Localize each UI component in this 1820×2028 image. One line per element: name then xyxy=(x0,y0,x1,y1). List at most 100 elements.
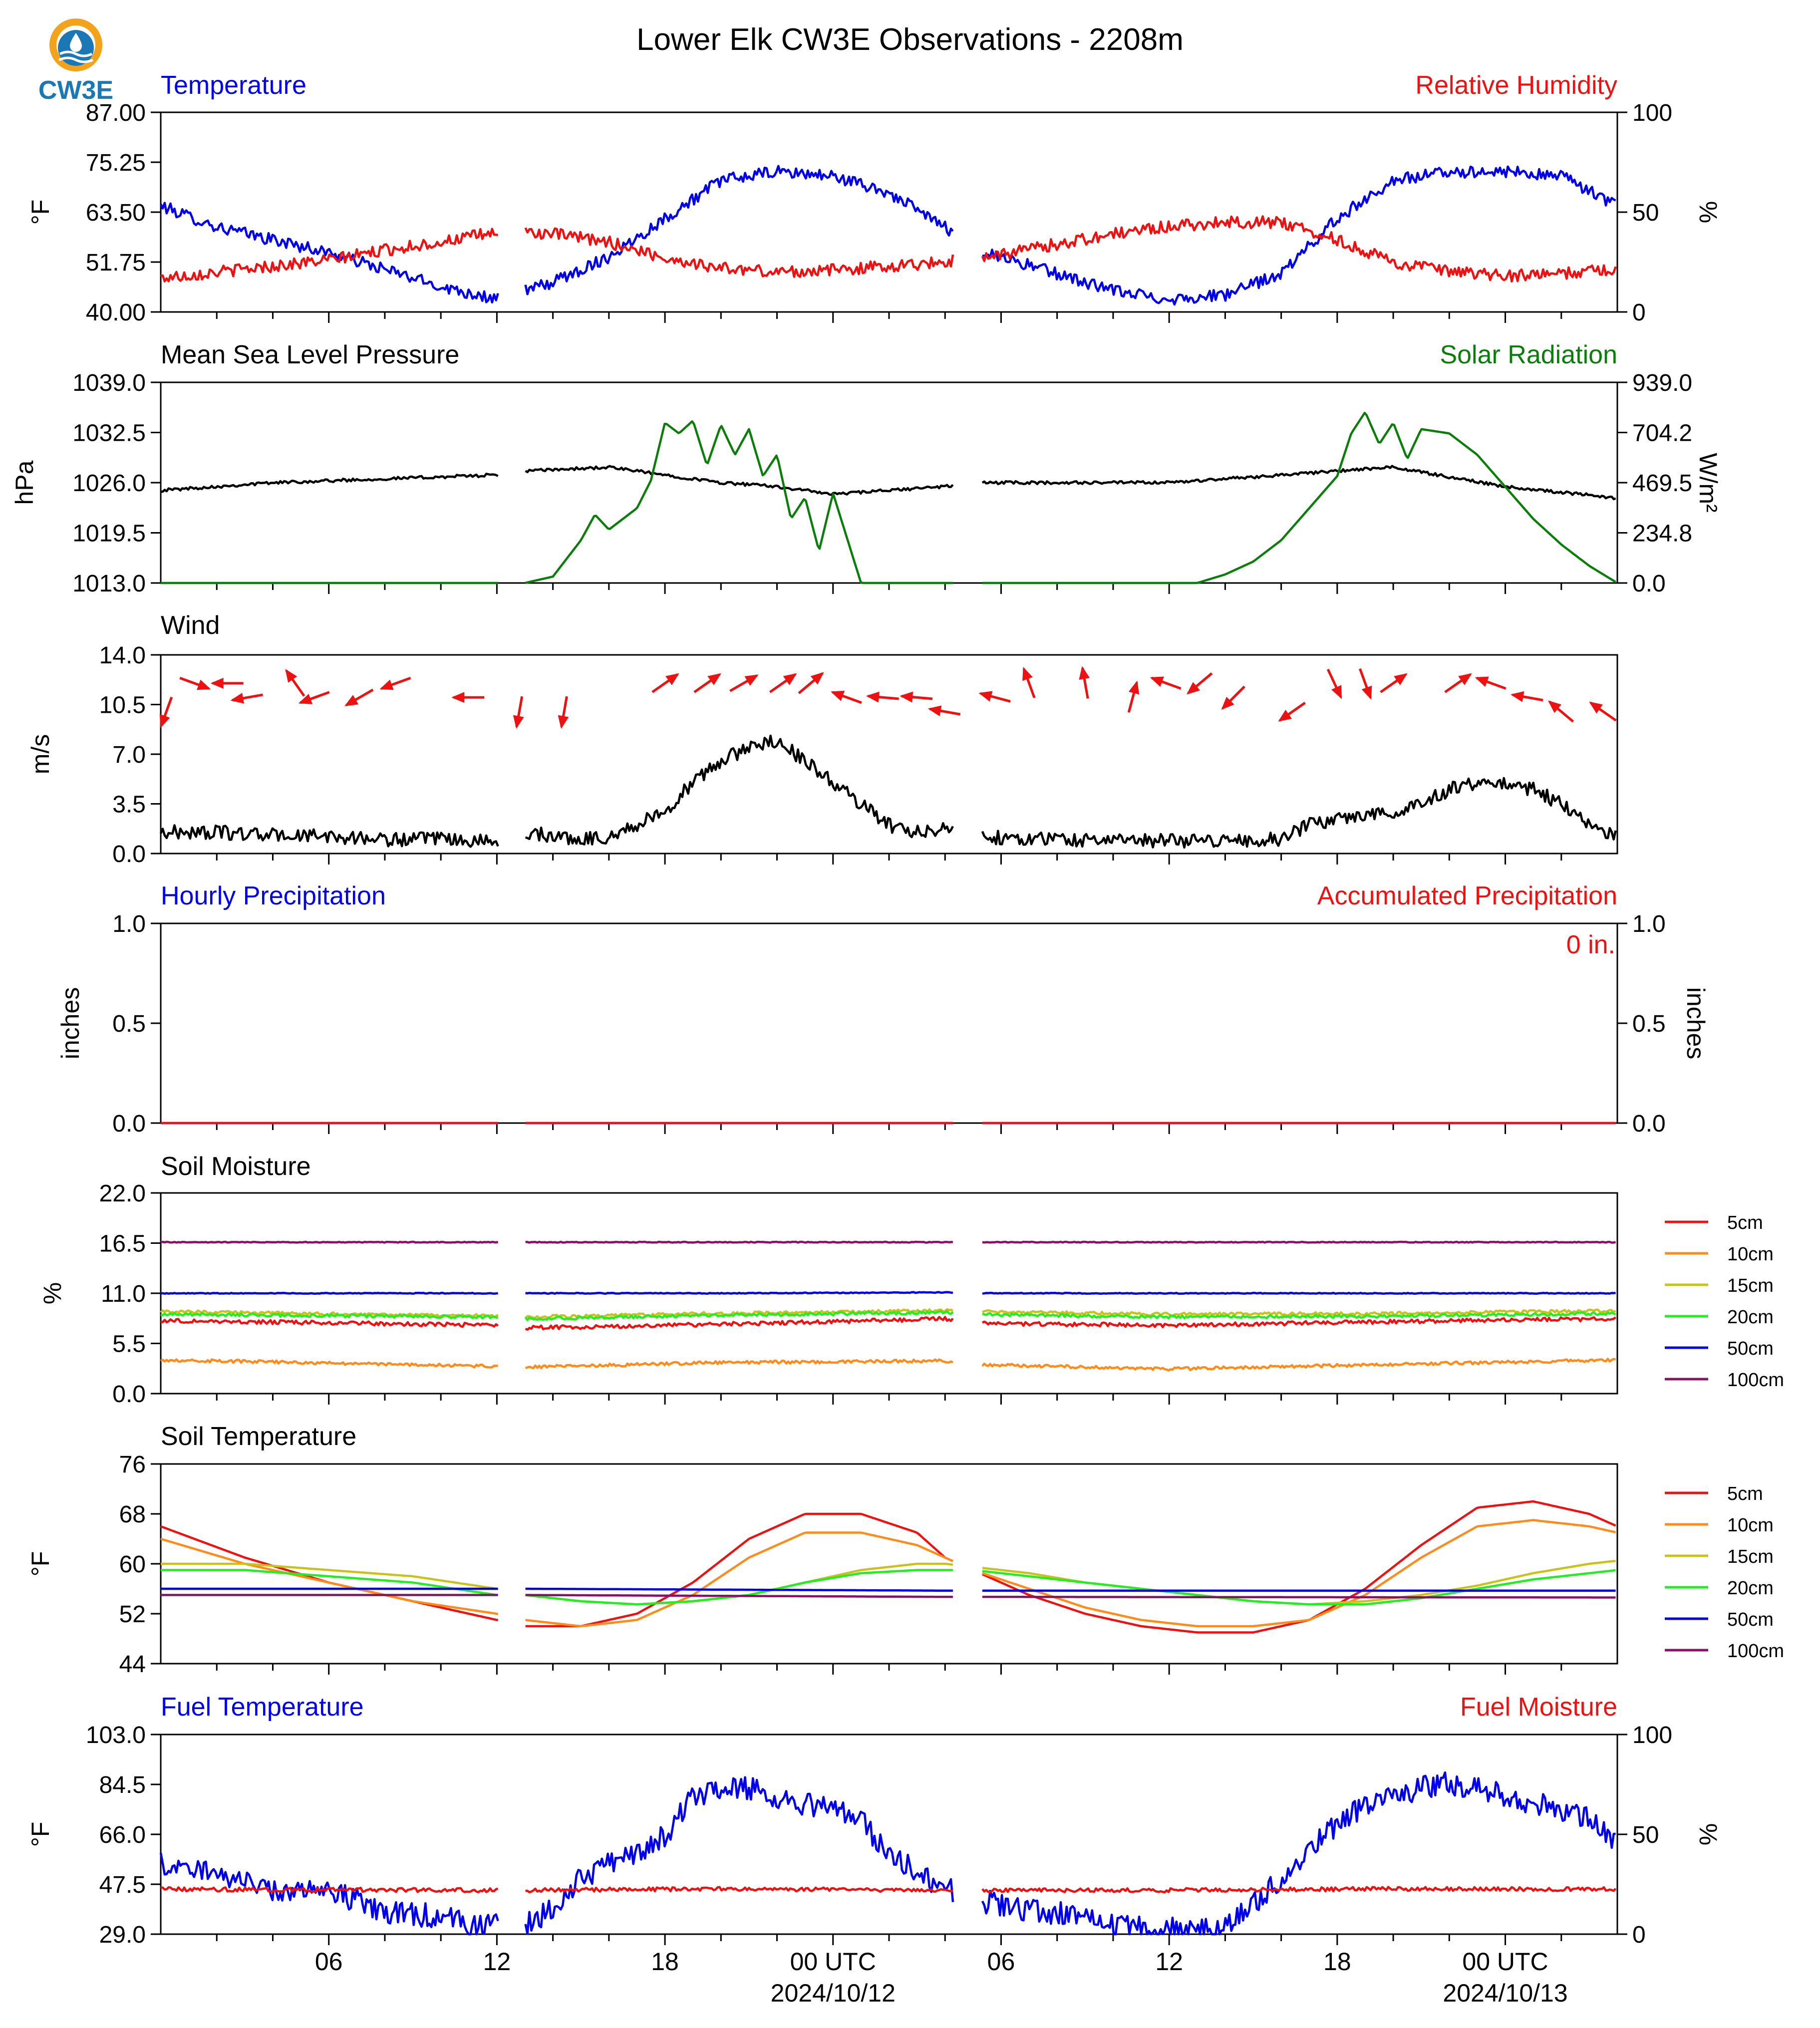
y-tick-label: 1.0 xyxy=(112,911,146,937)
series-line-10cm xyxy=(160,1519,1616,1628)
wind-arrow xyxy=(798,672,824,694)
x-date-label: 2024/10/13 xyxy=(1443,1979,1567,2007)
panel-title-right: Relative Humidity xyxy=(1415,71,1617,100)
panel-title-left: Hourly Precipitation xyxy=(161,881,386,910)
wind-arrow-head xyxy=(1079,666,1090,680)
logo-ring xyxy=(49,18,102,71)
wind-arrow xyxy=(866,691,899,703)
y-tick-label-right: 1.0 xyxy=(1632,911,1666,937)
wind-arrow-head xyxy=(230,693,245,704)
wind-arrow xyxy=(1150,676,1182,690)
wind-arrow-head xyxy=(783,673,797,685)
wind-arrow xyxy=(651,673,679,693)
series-line-20cm xyxy=(161,1569,1616,1606)
y-tick-label-right: 234.8 xyxy=(1632,521,1692,547)
y-tick-label: 87.00 xyxy=(86,100,146,126)
panel-title-left: Soil Temperature xyxy=(161,1422,356,1451)
series-line-solar-radiation xyxy=(161,411,1616,584)
plot-frame xyxy=(160,381,1618,584)
accumulated-total-label: 0 in. xyxy=(1566,930,1615,959)
wind-arrow-head xyxy=(1221,696,1234,710)
wind-arrow xyxy=(344,688,374,706)
wind-arrow-head xyxy=(513,715,524,729)
y-axis-label: hPa xyxy=(10,460,38,505)
y-tick-label: 14.0 xyxy=(99,642,146,669)
wind-arrow-head xyxy=(1510,691,1524,702)
y-axis-label: m/s xyxy=(26,734,54,775)
series-line-100cm xyxy=(161,1594,1616,1599)
series-line-100cm xyxy=(160,1240,1616,1244)
logo-drop-icon xyxy=(70,33,82,52)
wind-arrow xyxy=(1547,700,1574,723)
x-axis-labels: 06 12 18 00 UTC 2024/10/12 06 12 18 00 UTC 2024/1… xyxy=(315,1948,1568,2007)
panel-title-left: Wind xyxy=(161,611,220,640)
y-tick-label-right: 100 xyxy=(1632,1722,1672,1748)
wind-arrow-head xyxy=(1278,709,1292,722)
wind-arrow xyxy=(1079,666,1090,699)
panel-fuel: Fuel Temperature Fuel Moisture 29.0 47.5 6… xyxy=(26,1693,1722,1948)
panel-title-right: Solar Radiation xyxy=(1440,340,1617,369)
y-tick-label-right: 50 xyxy=(1632,1822,1659,1848)
y-tick-label: 7.0 xyxy=(112,742,146,768)
panel-title-right: Fuel Moisture xyxy=(1460,1693,1617,1722)
plot-frame xyxy=(160,922,1618,1124)
wind-arrow xyxy=(1510,691,1543,702)
wind-arrow-head xyxy=(379,679,394,690)
y-tick-label: 0.0 xyxy=(112,1381,146,1408)
y-axis-label: °F xyxy=(26,1551,54,1577)
series-line-temperature xyxy=(159,165,1616,306)
y-axis-label: °F xyxy=(26,1822,54,1847)
x-tick-label: 12 xyxy=(1155,1948,1183,1976)
y-tick-label: 1013.0 xyxy=(72,571,146,597)
wind-arrow-head xyxy=(285,669,298,683)
wind-arrow xyxy=(927,705,961,716)
wind-arrow-head xyxy=(210,677,224,689)
y-tick-label: 1026.0 xyxy=(72,470,146,497)
panel-title-left: Soil Moisture xyxy=(161,1152,311,1181)
y-tick-label-right: 100 xyxy=(1632,100,1672,126)
wind-arrow xyxy=(830,690,862,704)
logo-waves-icon xyxy=(58,50,94,63)
panel-title-left: Temperature xyxy=(161,71,306,100)
series-line-5cm xyxy=(160,1316,1617,1331)
series-line-wind-speed xyxy=(159,734,1617,849)
wind-arrow-head xyxy=(1128,680,1140,695)
y-tick-label: 0.0 xyxy=(112,1111,146,1137)
x-tick-label: 12 xyxy=(483,1948,511,1976)
y-tick-label: 84.5 xyxy=(99,1772,146,1798)
wind-arrow-head xyxy=(1589,701,1603,714)
y-tick-label: 47.5 xyxy=(99,1872,146,1898)
y-tick-label: 1032.5 xyxy=(72,420,146,447)
y-tick-label: 75.25 xyxy=(86,150,146,176)
x-date-label: 2024/10/12 xyxy=(771,1979,896,2007)
y-tick-label: 40.00 xyxy=(86,299,146,326)
legend-label: 5cm xyxy=(1727,1212,1763,1233)
wind-arrow xyxy=(210,677,244,689)
y-tick-label: 0.0 xyxy=(112,841,146,868)
y-tick-label-right: 0.0 xyxy=(1632,571,1666,597)
y-tick-label: 63.50 xyxy=(86,200,146,226)
wind-arrow-head xyxy=(558,715,569,729)
wind-arrow-head xyxy=(1361,685,1372,700)
wind-arrow-head xyxy=(830,690,845,701)
wind-arrow-head xyxy=(1331,685,1342,699)
wind-arrow-head xyxy=(1475,676,1489,687)
legend-label: 15cm xyxy=(1727,1275,1774,1296)
wind-arrow-head xyxy=(159,714,170,728)
legend-label: 100cm xyxy=(1727,1370,1784,1391)
legend-label: 10cm xyxy=(1727,1244,1774,1265)
y-tick-label: 22.0 xyxy=(99,1180,146,1207)
wind-arrow xyxy=(285,669,305,697)
y-tick-label-right: 0.0 xyxy=(1632,1111,1666,1137)
series-line-10cm xyxy=(160,1358,1616,1372)
y-tick-label-right: 50 xyxy=(1632,200,1659,226)
y-tick-label-right: 0.5 xyxy=(1632,1011,1666,1037)
wind-arrow xyxy=(978,691,1011,703)
wind-arrow xyxy=(230,693,263,704)
wind-arrow xyxy=(1444,673,1472,693)
y-axis-label-right: % xyxy=(1694,201,1722,223)
wind-arrow-head xyxy=(1547,700,1561,713)
wind-arrow-head xyxy=(665,673,679,685)
panel-wind: Wind 0.0 3.5 7.0 10.5 14.0 m/s xyxy=(26,611,1618,868)
